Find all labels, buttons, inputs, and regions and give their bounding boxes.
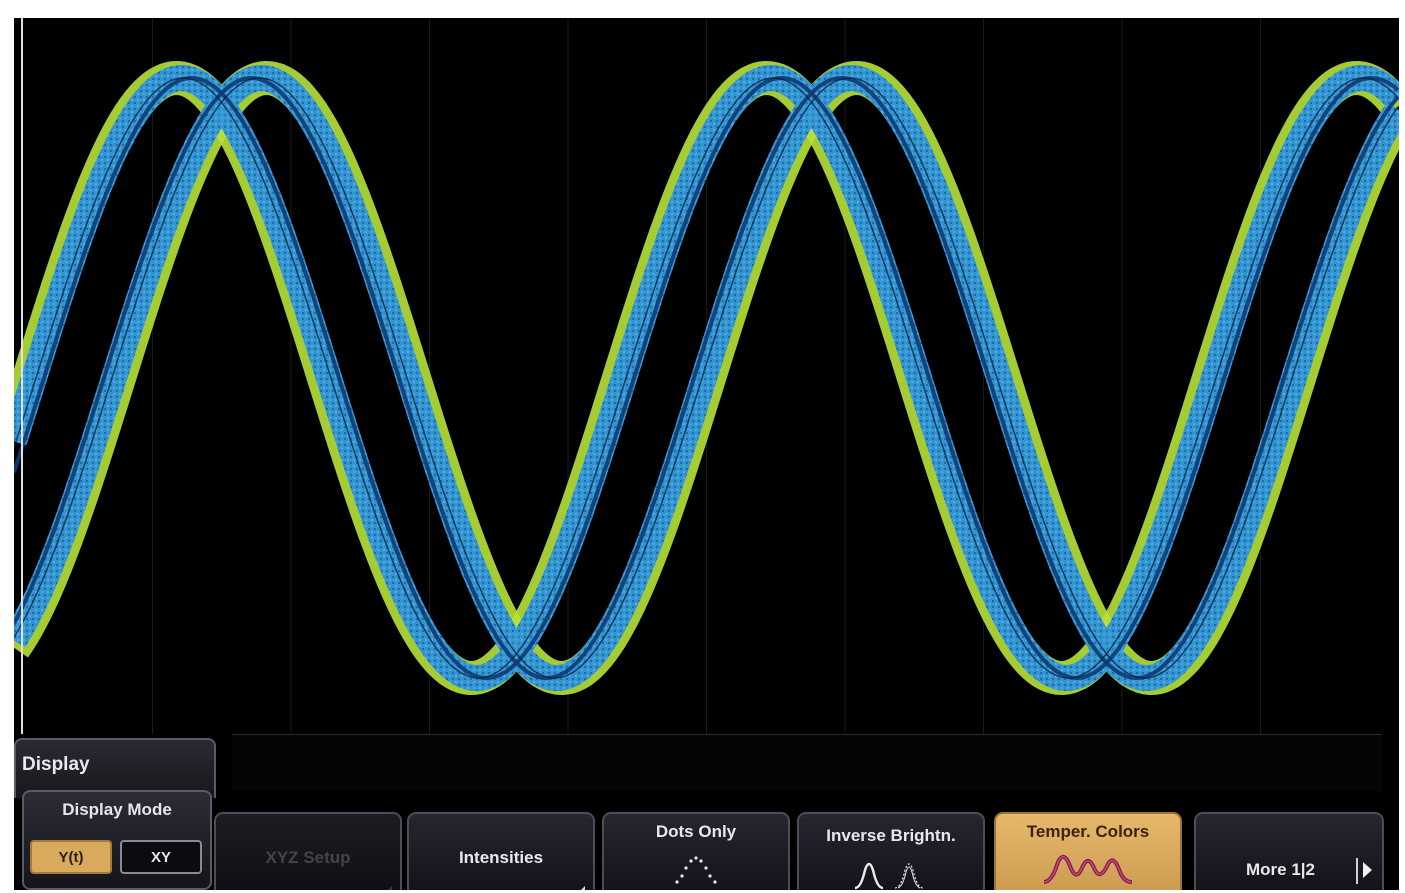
trace-band bbox=[14, 65, 1399, 691]
submenu-arrow-icon bbox=[382, 886, 392, 890]
dots-wave-icon bbox=[604, 854, 788, 886]
dots-only-label: Dots Only bbox=[655, 822, 737, 841]
oscilloscope-screen: Display Display Mode Y(t) XY XYZ Setup I… bbox=[14, 18, 1399, 890]
xyz-setup-button[interactable]: XYZ Setup bbox=[214, 812, 402, 890]
status-strip bbox=[232, 734, 1382, 791]
intensities-button[interactable]: Intensities bbox=[407, 812, 595, 890]
more-label: More 1|2 bbox=[1246, 860, 1316, 879]
xyz-setup-label: XYZ Setup bbox=[265, 848, 351, 867]
softkey-menu-bar: Display Display Mode Y(t) XY XYZ Setup I… bbox=[14, 734, 1399, 890]
display-mode-label: Display Mode bbox=[62, 800, 172, 819]
trace-core bbox=[14, 77, 1399, 679]
trace-core bbox=[14, 76, 1399, 680]
temper-colors-button[interactable]: Temper. Colors bbox=[994, 812, 1182, 890]
menu-title-tab: Display bbox=[14, 738, 216, 798]
trace-core bbox=[14, 77, 1399, 679]
more-button[interactable]: More 1|2 bbox=[1194, 812, 1384, 890]
menu-title: Display bbox=[22, 754, 90, 775]
dots-only-button[interactable]: Dots Only bbox=[602, 812, 790, 890]
trace-band bbox=[14, 65, 1399, 691]
temper-colors-label: Temper. Colors bbox=[1026, 822, 1150, 841]
waveform-display bbox=[14, 18, 1399, 734]
signal-trace-envelope bbox=[14, 61, 1399, 695]
submenu-arrow-icon bbox=[575, 886, 585, 890]
intensities-label: Intensities bbox=[458, 848, 544, 867]
trace-core bbox=[14, 76, 1399, 680]
inverse-brightness-icon bbox=[799, 858, 983, 890]
next-page-icon bbox=[1363, 862, 1372, 878]
trace-band bbox=[14, 65, 1399, 691]
inverse-brightness-button[interactable]: Inverse Brightn. bbox=[797, 812, 985, 890]
display-mode-group: Display Mode Y(t) XY bbox=[22, 790, 212, 890]
page-separator bbox=[1356, 858, 1358, 884]
temperature-wave-icon bbox=[996, 852, 1180, 886]
mode-xy-button[interactable]: XY bbox=[120, 840, 202, 874]
trace-band bbox=[14, 65, 1399, 691]
mode-yt-button[interactable]: Y(t) bbox=[30, 840, 112, 874]
inverse-brightness-label: Inverse Brightn. bbox=[826, 826, 956, 845]
